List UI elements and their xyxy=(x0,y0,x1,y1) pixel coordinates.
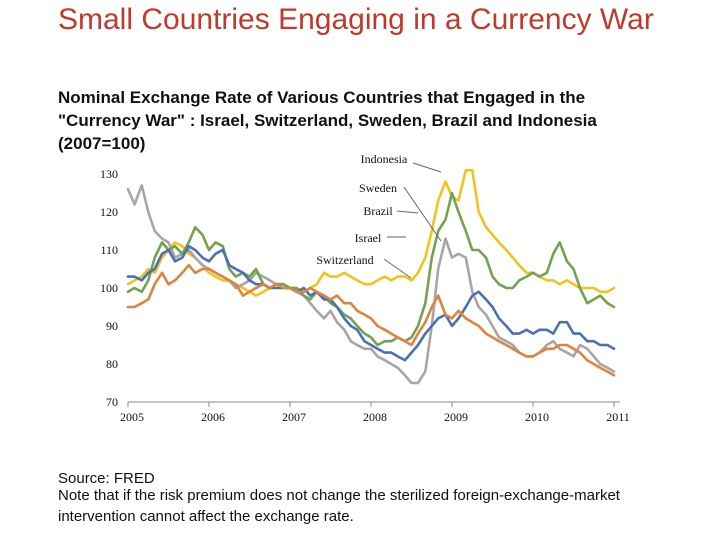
y-tick-label: 100 xyxy=(100,281,118,295)
callout-leader-indonesia xyxy=(412,162,442,173)
y-tick-label: 90 xyxy=(106,319,118,333)
y-tick-label: 120 xyxy=(100,205,118,219)
chart-title: Nominal Exchange Rate of Various Countri… xyxy=(58,88,597,153)
series-lines xyxy=(126,168,616,385)
callout-leader-brazil xyxy=(396,210,419,214)
x-tick-label: 2010 xyxy=(525,410,549,424)
y-tick-label: 130 xyxy=(100,167,118,181)
series-callouts: Indonesia Sweden Brazil Israel Switzerland xyxy=(316,152,442,279)
x-tick-label: 2011 xyxy=(606,410,630,424)
x-tick-label: 2007 xyxy=(282,410,306,424)
x-tick-label: 2006 xyxy=(201,410,225,424)
series-line-brazil xyxy=(126,191,616,347)
callout-label-switzerland: Switzerland xyxy=(316,253,373,267)
x-tick-label: 2008 xyxy=(363,410,387,424)
callout-label-indonesia: Indonesia xyxy=(361,152,408,166)
x-tick-label: 2009 xyxy=(444,410,468,424)
callout-label-sweden: Sweden xyxy=(359,181,397,195)
source-note: Source: FRED xyxy=(58,470,155,487)
footnote: Note that if the risk premium does not c… xyxy=(58,487,620,525)
callout-label-israel: Israel xyxy=(355,231,382,245)
x-axis: 2005 2006 2007 2008 2009 2010 2011 xyxy=(120,401,630,424)
series-line-israel xyxy=(126,244,616,362)
callout-leader-switzerland xyxy=(383,258,412,279)
callout-leader-sweden xyxy=(403,186,442,242)
slide-title: Small Countries Engaging in a Currency W… xyxy=(58,3,654,36)
x-tick-label: 2005 xyxy=(120,410,144,424)
y-axis: 70 80 90 100 110 120 130 xyxy=(100,167,118,409)
y-tick-label: 110 xyxy=(100,243,118,257)
y-tick-label: 70 xyxy=(106,395,118,409)
y-tick-label: 80 xyxy=(106,357,118,371)
series-line-switzerland xyxy=(126,263,616,377)
callout-label-brazil: Brazil xyxy=(363,204,393,218)
